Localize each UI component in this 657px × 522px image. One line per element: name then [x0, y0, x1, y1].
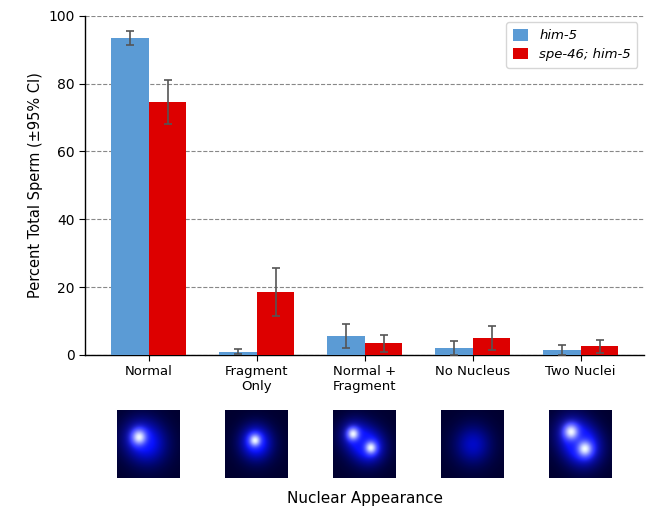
Text: Nuclear Appearance: Nuclear Appearance: [286, 491, 443, 506]
Bar: [111, 38, 148, 355]
Bar: [257, 292, 294, 355]
Bar: [435, 348, 472, 355]
Bar: [365, 343, 403, 355]
Bar: [543, 350, 581, 355]
Y-axis label: Percent Total Sperm (±95% CI): Percent Total Sperm (±95% CI): [28, 73, 43, 298]
Bar: [327, 336, 365, 355]
Bar: [148, 102, 187, 355]
Legend: him-5, spe-46; him-5: him-5, spe-46; him-5: [506, 22, 637, 67]
Bar: [581, 347, 618, 355]
Bar: [472, 338, 510, 355]
Bar: [219, 352, 257, 355]
